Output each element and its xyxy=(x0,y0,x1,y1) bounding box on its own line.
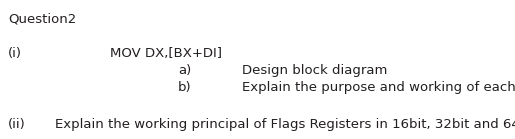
Text: a): a) xyxy=(178,64,191,77)
Text: Explain the working principal of Flags Registers in 16bit, 32bit and 64bit.: Explain the working principal of Flags R… xyxy=(55,118,515,131)
Text: Design block diagram: Design block diagram xyxy=(242,64,387,77)
Text: Question2: Question2 xyxy=(8,12,76,25)
Text: (ii): (ii) xyxy=(8,118,26,131)
Text: MOV DX,[BX+DI]: MOV DX,[BX+DI] xyxy=(110,47,222,60)
Text: b): b) xyxy=(178,81,192,94)
Text: (i): (i) xyxy=(8,47,22,60)
Text: Explain the purpose and working of each Register: Explain the purpose and working of each … xyxy=(242,81,515,94)
